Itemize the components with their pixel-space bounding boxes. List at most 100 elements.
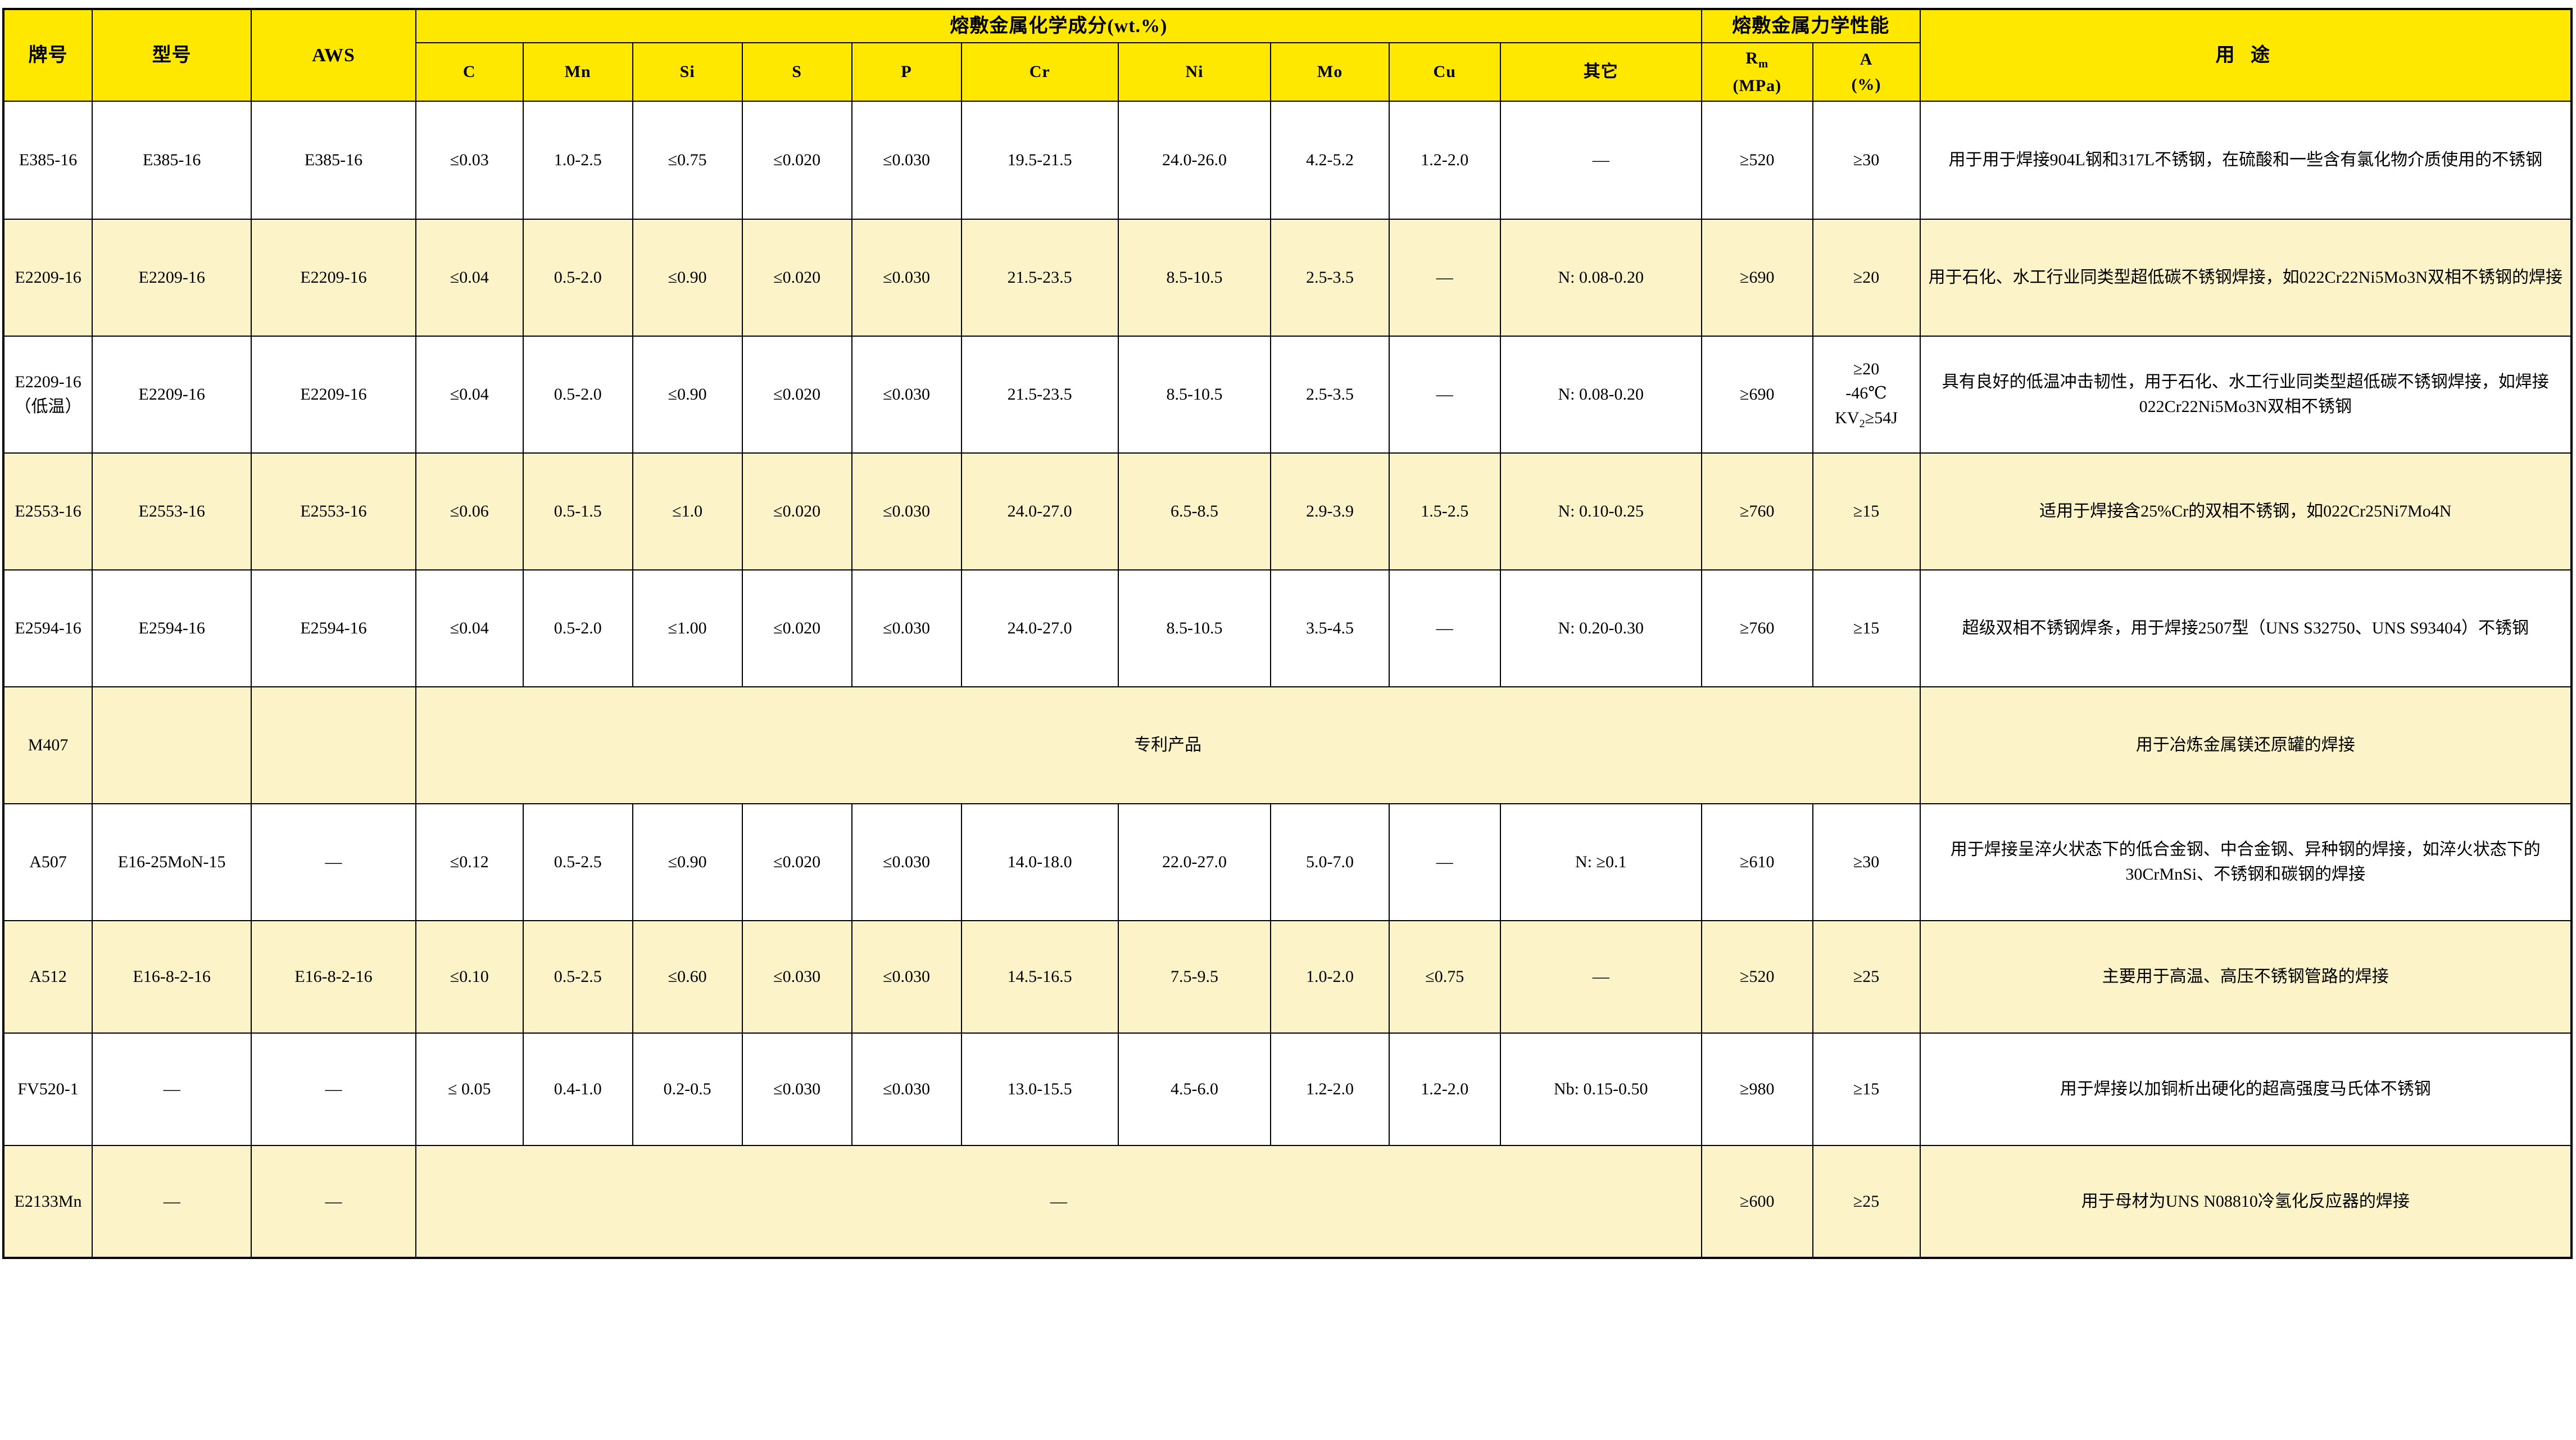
cell-Ni: 24.0-26.0 <box>1117 100 1272 220</box>
cell-Mn: 0.4-1.0 <box>522 1032 633 1146</box>
cell-Cr: 24.0-27.0 <box>960 569 1119 687</box>
cell-other: — <box>1499 920 1702 1034</box>
cell-rm: ≥600 <box>1700 1144 1813 1258</box>
cell-brand: A507 <box>2 803 93 921</box>
cell-other: N: 0.08-0.20 <box>1499 218 1702 337</box>
header-model: 型号 <box>92 8 252 102</box>
cell-Mn: 1.0-2.5 <box>522 100 633 220</box>
cell-brand: A512 <box>2 920 93 1034</box>
cell-aws: E2209-16 <box>251 218 416 337</box>
header-col-C: C <box>415 42 524 102</box>
cell-P: ≤0.030 <box>851 452 962 570</box>
cell-P: ≤0.030 <box>851 100 962 220</box>
cell-brand: E2553-16 <box>2 452 93 570</box>
cell-Si: ≤0.90 <box>632 218 743 337</box>
cell-other: — <box>1499 100 1702 220</box>
cell-brand: E2209-16 <box>2 218 93 337</box>
cell-C: ≤0.04 <box>415 218 524 337</box>
cell-S: ≤0.020 <box>741 218 852 337</box>
cell-Si: ≤0.60 <box>632 920 743 1034</box>
cell-Ni: 22.0-27.0 <box>1117 803 1272 921</box>
cell-Cr: 13.0-15.5 <box>960 1032 1119 1146</box>
cell-Mo: 5.0-7.0 <box>1270 803 1390 921</box>
header-col-Rm: Rm (MPa) <box>1700 42 1813 102</box>
header-mechanical-properties-group: 熔敷金属力学性能 <box>1700 8 1921 44</box>
table-row: E2553-16 E2553-16 E2553-16 ≤0.06 0.5-1.5 ≤1.0… <box>2 452 2573 570</box>
cell-Cu: 1.5-2.5 <box>1388 452 1501 570</box>
cell-a: ≥20 <box>1812 218 1921 337</box>
header-aws: AWS <box>251 8 416 102</box>
header-row-group: 牌号 型号 AWS 熔敷金属化学成分(wt.%) 熔敷金属力学性能 用 途 <box>2 8 2573 102</box>
cell-usage: 用于冶炼金属镁还原罐的焊接 <box>1919 686 2573 804</box>
cell-Cr: 19.5-21.5 <box>960 100 1119 220</box>
cell-Cr: 24.0-27.0 <box>960 452 1119 570</box>
cell-other: N: ≥0.1 <box>1499 803 1702 921</box>
cell-model: E2209-16 <box>92 335 252 454</box>
cell-S: ≤0.020 <box>741 803 852 921</box>
header-chemical-composition-group: 熔敷金属化学成分(wt.%) <box>415 8 1702 44</box>
cell-a: ≥15 <box>1812 569 1921 687</box>
cell-Si: ≤1.00 <box>632 569 743 687</box>
a-symbol: A <box>1860 50 1873 69</box>
cell-P: ≤0.030 <box>851 218 962 337</box>
cell-Ni: 4.5-6.0 <box>1117 1032 1272 1146</box>
cell-Mo: 2.5-3.5 <box>1270 335 1390 454</box>
table-row: A507 E16-25MoN-15— ≤0.12 0.5-2.5 ≤0.90 ≤0.020… <box>2 803 2573 921</box>
cell-rm: ≥610 <box>1700 803 1813 921</box>
cell-Si: ≤0.90 <box>632 803 743 921</box>
cell-P: ≤0.030 <box>851 569 962 687</box>
cell-model: — <box>92 1032 252 1146</box>
cell-S: ≤0.030 <box>741 920 852 1034</box>
cell-aws: E2553-16 <box>251 452 416 570</box>
header-col-P: P <box>851 42 962 102</box>
cell-S: ≤0.020 <box>741 335 852 454</box>
cell-Cu: — <box>1388 569 1501 687</box>
cell-S: ≤0.020 <box>741 569 852 687</box>
cell-Mn: 0.5-2.0 <box>522 335 633 454</box>
cell-brand: E2594-16 <box>2 569 93 687</box>
header-col-Mo: Mo <box>1270 42 1390 102</box>
cell-usage: 主要用于高温、高压不锈钢管路的焊接 <box>1919 920 2573 1034</box>
cell-Cu: ≤0.75 <box>1388 920 1501 1034</box>
cell-C: ≤0.04 <box>415 569 524 687</box>
cell-model <box>92 686 252 804</box>
cell-Cu: 1.2-2.0 <box>1388 1032 1501 1146</box>
header-col-Cu: Cu <box>1388 42 1501 102</box>
header-col-Mn: Mn <box>522 42 633 102</box>
cell-C: ≤ 0.05 <box>415 1032 524 1146</box>
header-col-other: 其它 <box>1499 42 1702 102</box>
cell-Mo: 1.0-2.0 <box>1270 920 1390 1034</box>
cell-aws: E385-16 <box>251 100 416 220</box>
cell-other: N: 0.08-0.20 <box>1499 335 1702 454</box>
cell-Mo: 2.5-3.5 <box>1270 218 1390 337</box>
cell-a: ≥15 <box>1812 452 1921 570</box>
cell-S: ≤0.030 <box>741 1032 852 1146</box>
table-row: E2209-16 （低温） E2209-16 E2209-16 ≤0.04 0.5-2.0… <box>2 335 2573 454</box>
cell-Ni: 8.5-10.5 <box>1117 335 1272 454</box>
cell-Ni: 6.5-8.5 <box>1117 452 1272 570</box>
cell-aws <box>251 686 416 804</box>
cell-Cr: 21.5-23.5 <box>960 335 1119 454</box>
table-body: 牌号 型号 AWS 熔敷金属化学成分(wt.%) 熔敷金属力学性能 用 途 C … <box>2 8 2573 1258</box>
cell-Si: 0.2-0.5 <box>632 1032 743 1146</box>
cell-S: ≤0.020 <box>741 452 852 570</box>
cell-C: ≤0.04 <box>415 335 524 454</box>
cell-model: E16-25MoN-15 <box>92 803 252 921</box>
welding-electrode-spec-table: 牌号 型号 AWS 熔敷金属化学成分(wt.%) 熔敷金属力学性能 用 途 C … <box>2 8 2573 1259</box>
cell-P: ≤0.030 <box>851 803 962 921</box>
cell-a: ≥20 -46℃ KV2≥54J <box>1812 335 1921 454</box>
cell-usage: 适用于焊接含25%Cr的双相不锈钢，如022Cr25Ni7Mo4N <box>1919 452 2573 570</box>
cell-Ni: 8.5-10.5 <box>1117 218 1272 337</box>
table-row: E2209-16 E2209-16 E2209-16 ≤0.04 0.5-2.0 ≤0.9… <box>2 218 2573 337</box>
cell-Cu: — <box>1388 335 1501 454</box>
cell-usage: 用于焊接呈淬火状态下的低合金钢、中合金钢、异种钢的焊接，如淬火状态下的30CrM… <box>1919 803 2573 921</box>
cell-usage: 用于焊接以加铜析出硬化的超高强度马氏体不锈钢 <box>1919 1032 2573 1146</box>
cell-usage: 用于母材为UNS N08810冷氢化反应器的焊接 <box>1919 1144 2573 1258</box>
header-brand: 牌号 <box>2 8 93 102</box>
table-row: M407 专利产品 用于冶炼金属镁还原罐的焊接 <box>2 686 2573 804</box>
cell-Mn: 0.5-2.0 <box>522 218 633 337</box>
cell-model: E2594-16 <box>92 569 252 687</box>
cell-C: ≤0.12 <box>415 803 524 921</box>
header-col-S: S <box>741 42 852 102</box>
cell-C: ≤0.03 <box>415 100 524 220</box>
